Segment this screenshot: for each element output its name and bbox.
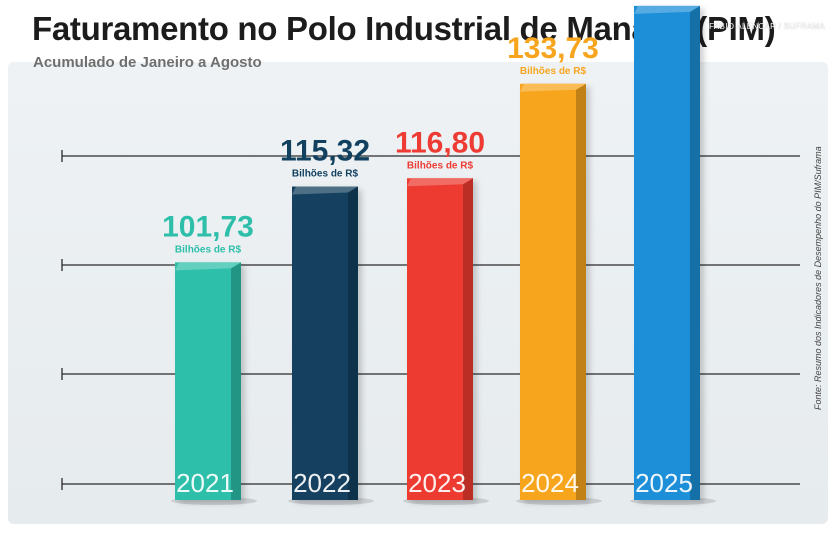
bar-front <box>634 5 700 500</box>
bar-top <box>292 186 358 195</box>
bar-front <box>520 83 586 501</box>
category-label: 2025 <box>635 468 693 498</box>
bar-top <box>175 262 241 271</box>
chart-subtitle: Acumulado de Janeiro a Agosto <box>33 54 262 71</box>
bar-top <box>407 178 473 187</box>
category-label: 2022 <box>293 468 351 498</box>
bar-side <box>231 262 241 500</box>
bar-front <box>175 262 241 500</box>
bar-front <box>292 186 358 500</box>
bar-2024 <box>520 83 586 501</box>
bar-top <box>520 83 586 92</box>
unit-label: Bilhões de R$ <box>292 169 359 180</box>
bar-side <box>576 83 586 501</box>
bar-2022 <box>292 186 358 500</box>
category-label: 2024 <box>521 468 579 498</box>
value-label: 116,80 <box>395 126 485 159</box>
category-label: 2021 <box>176 468 234 498</box>
bar-2023 <box>407 178 473 501</box>
photo-credit: FABIO ALENCAR / SUFRAMA <box>709 22 825 31</box>
bar-2025 <box>634 5 700 500</box>
bar-front <box>407 178 473 501</box>
value-label: 133,73 <box>507 32 599 65</box>
unit-label: Bilhões de R$ <box>520 66 587 77</box>
unit-label: Bilhões de R$ <box>407 160 474 171</box>
category-label: 2023 <box>408 468 466 498</box>
bar-2021 <box>175 262 241 500</box>
bar-side <box>348 186 358 500</box>
bar-side <box>463 178 473 501</box>
bar-side <box>690 5 700 500</box>
unit-label: Bilhões de R$ <box>175 244 242 255</box>
value-label: 101,73 <box>162 210 254 243</box>
bar-top <box>634 5 700 14</box>
value-label: 115,32 <box>280 135 370 168</box>
